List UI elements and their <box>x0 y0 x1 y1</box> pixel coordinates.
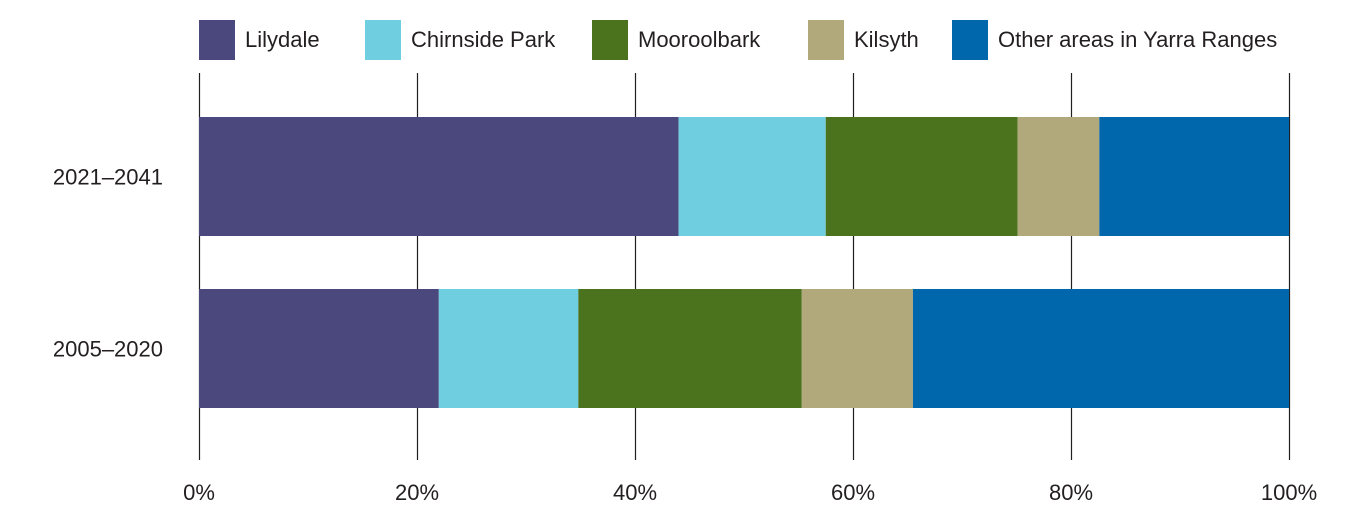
x-tick-label: 40% <box>613 480 657 505</box>
legend-swatch <box>952 20 988 60</box>
legend-swatch <box>199 20 235 60</box>
x-tick-label: 80% <box>1049 480 1093 505</box>
bar-segment <box>912 289 1289 408</box>
bar-segment <box>1017 117 1100 236</box>
x-tick-label: 20% <box>395 480 439 505</box>
legend-label: Mooroolbark <box>638 27 761 52</box>
legend-swatch <box>592 20 628 60</box>
bar-segment <box>578 289 802 408</box>
bar-segment <box>1099 117 1289 236</box>
legend-label: Lilydale <box>245 27 320 52</box>
x-tick-label: 60% <box>831 480 875 505</box>
category-label: 2021–2041 <box>53 165 163 190</box>
x-tick-label: 100% <box>1261 480 1317 505</box>
bars <box>199 117 1289 408</box>
legend-label: Other areas in Yarra Ranges <box>998 27 1277 52</box>
x-tick-label: 0% <box>183 480 215 505</box>
bar-segment <box>199 289 439 408</box>
category-labels: 2021–2041 2005–2020 <box>53 165 163 362</box>
category-label: 2005–2020 <box>53 337 163 362</box>
legend-label: Kilsyth <box>854 27 919 52</box>
bar-segment <box>801 289 913 408</box>
legend-swatch <box>365 20 401 60</box>
legend-swatch <box>808 20 844 60</box>
legend: Lilydale Chirnside Park Mooroolbark Kilsyth… <box>199 20 1277 60</box>
bar-segment <box>438 289 579 408</box>
bar-segment <box>199 117 679 236</box>
bar-segment <box>678 117 826 236</box>
x-tick-labels: 0% 20% 40% 60% 80% 100% <box>183 480 1317 505</box>
bar-segment <box>825 117 1018 236</box>
legend-label: Chirnside Park <box>411 27 556 52</box>
